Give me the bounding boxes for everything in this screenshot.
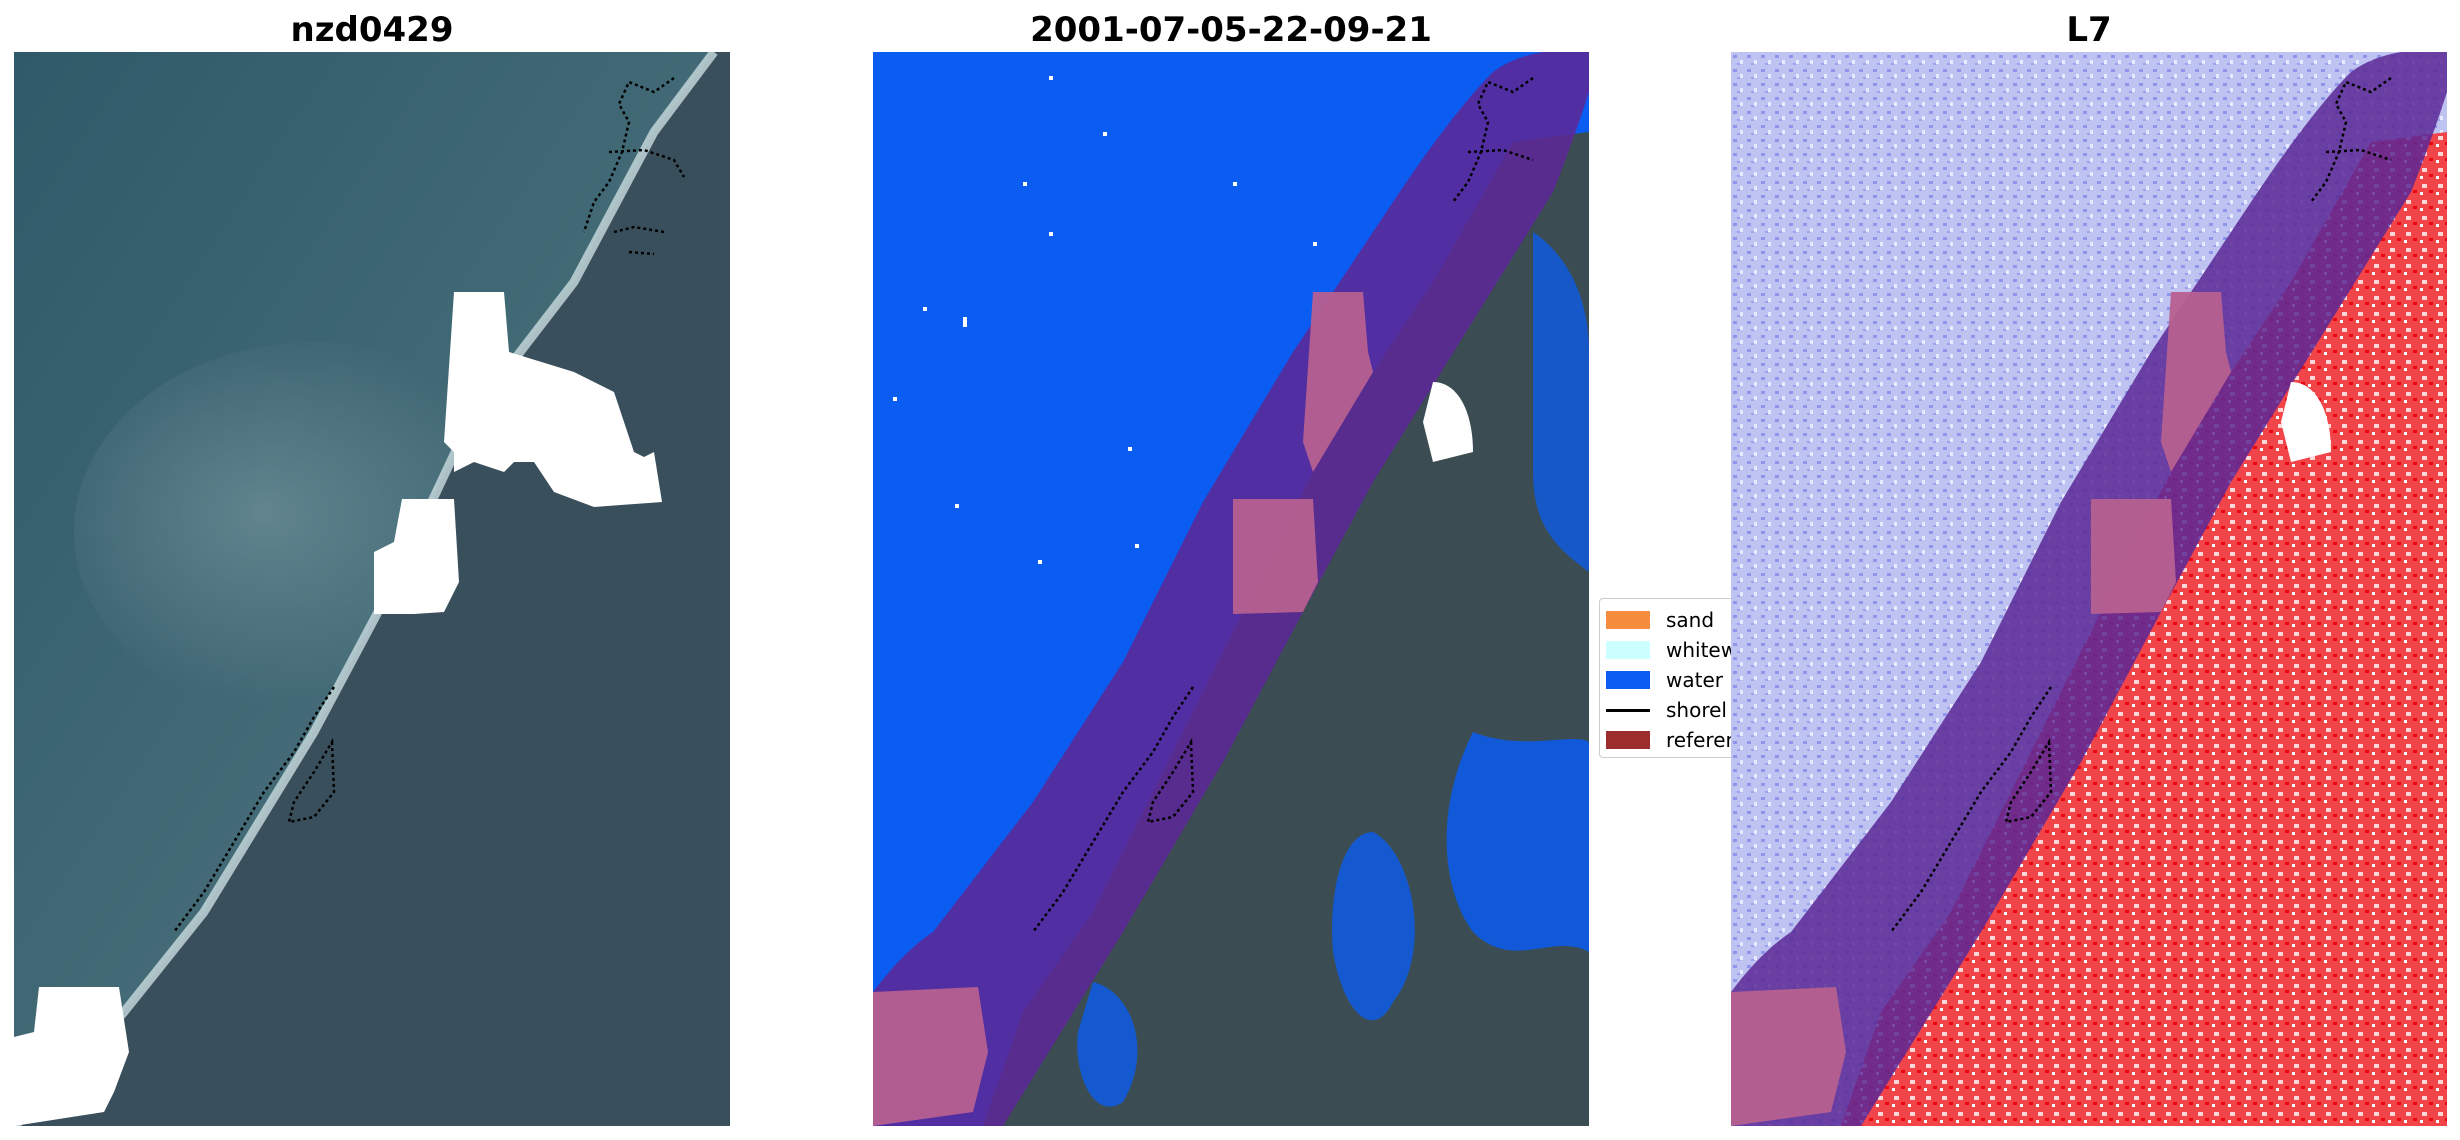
- mndwi-image-panel: [1731, 52, 2447, 1126]
- shoreline: [2004, 737, 2053, 824]
- shoreline: [613, 225, 665, 234]
- cloud-mask: [14, 987, 129, 1126]
- cloud-mask: [1423, 382, 1473, 462]
- panel-title-rgb: nzd0429: [290, 10, 454, 50]
- shoreline-buffer: [1731, 52, 2447, 1126]
- shoreline: [2310, 76, 2392, 203]
- water-class-patch: [1077, 982, 1138, 1107]
- reference-swatch: [1606, 731, 1650, 749]
- whitewater-swatch: [1606, 641, 1650, 659]
- legend-label: shorel: [1666, 698, 1727, 722]
- shoreline: [1032, 686, 1195, 933]
- reference-area: [1303, 292, 1373, 472]
- legend-item-whitewater: whitew: [1600, 635, 1731, 665]
- legend-label: water: [1666, 668, 1723, 692]
- shoreline: [1146, 737, 1195, 824]
- cloud-mask: [2281, 382, 2331, 462]
- legend-item-sand: sand: [1600, 605, 1731, 635]
- shoreline: [173, 686, 336, 933]
- legend-label: whitew: [1666, 638, 1731, 662]
- legend-item-reference: referen: [1600, 725, 1731, 755]
- legend-label: referen: [1666, 728, 1731, 752]
- panel-title-mndwi: L7: [2066, 10, 2112, 50]
- reference-area: [2091, 499, 2176, 614]
- reference-area: [873, 987, 988, 1126]
- shoreline: [628, 250, 655, 256]
- shoreline: [608, 148, 686, 178]
- shoreline: [2325, 148, 2392, 162]
- sand-swatch: [1606, 611, 1650, 629]
- legend-item-water: water: [1600, 665, 1731, 695]
- rgb-image-panel: [14, 52, 730, 1126]
- cloud-mask: [374, 499, 459, 614]
- legend-item-shoreline: shorel: [1600, 695, 1731, 725]
- shoreline-buffer: [873, 52, 1589, 1126]
- shoreline-line-swatch: [1606, 708, 1650, 712]
- rgb-image: [14, 52, 730, 1126]
- legend-label: sand: [1666, 608, 1715, 632]
- shoreline: [1467, 148, 1534, 162]
- shoreline: [1452, 76, 1534, 203]
- water-swatch: [1606, 671, 1650, 689]
- reference-area: [1731, 987, 1846, 1126]
- noise-pixels: [893, 76, 1317, 564]
- reference-area: [1233, 499, 1318, 614]
- legend: sand whitew water shorel referen: [1599, 598, 1731, 758]
- water-class-patch: [1446, 732, 1589, 952]
- shoreline: [582, 76, 675, 233]
- shoreline: [287, 737, 336, 824]
- classified-image-panel: [873, 52, 1589, 1126]
- reference-area: [2161, 292, 2231, 472]
- land-area: [14, 52, 730, 1126]
- panel-title-classified: 2001-07-05-22-09-21: [1030, 10, 1432, 50]
- mndwi-image: [1731, 52, 2447, 1126]
- classified-image: [873, 52, 1589, 1126]
- cloud-mask: [444, 292, 662, 507]
- shoreline: [1890, 686, 2053, 933]
- water-class-patch: [1533, 232, 1589, 572]
- water-class-patch: [1332, 832, 1415, 1021]
